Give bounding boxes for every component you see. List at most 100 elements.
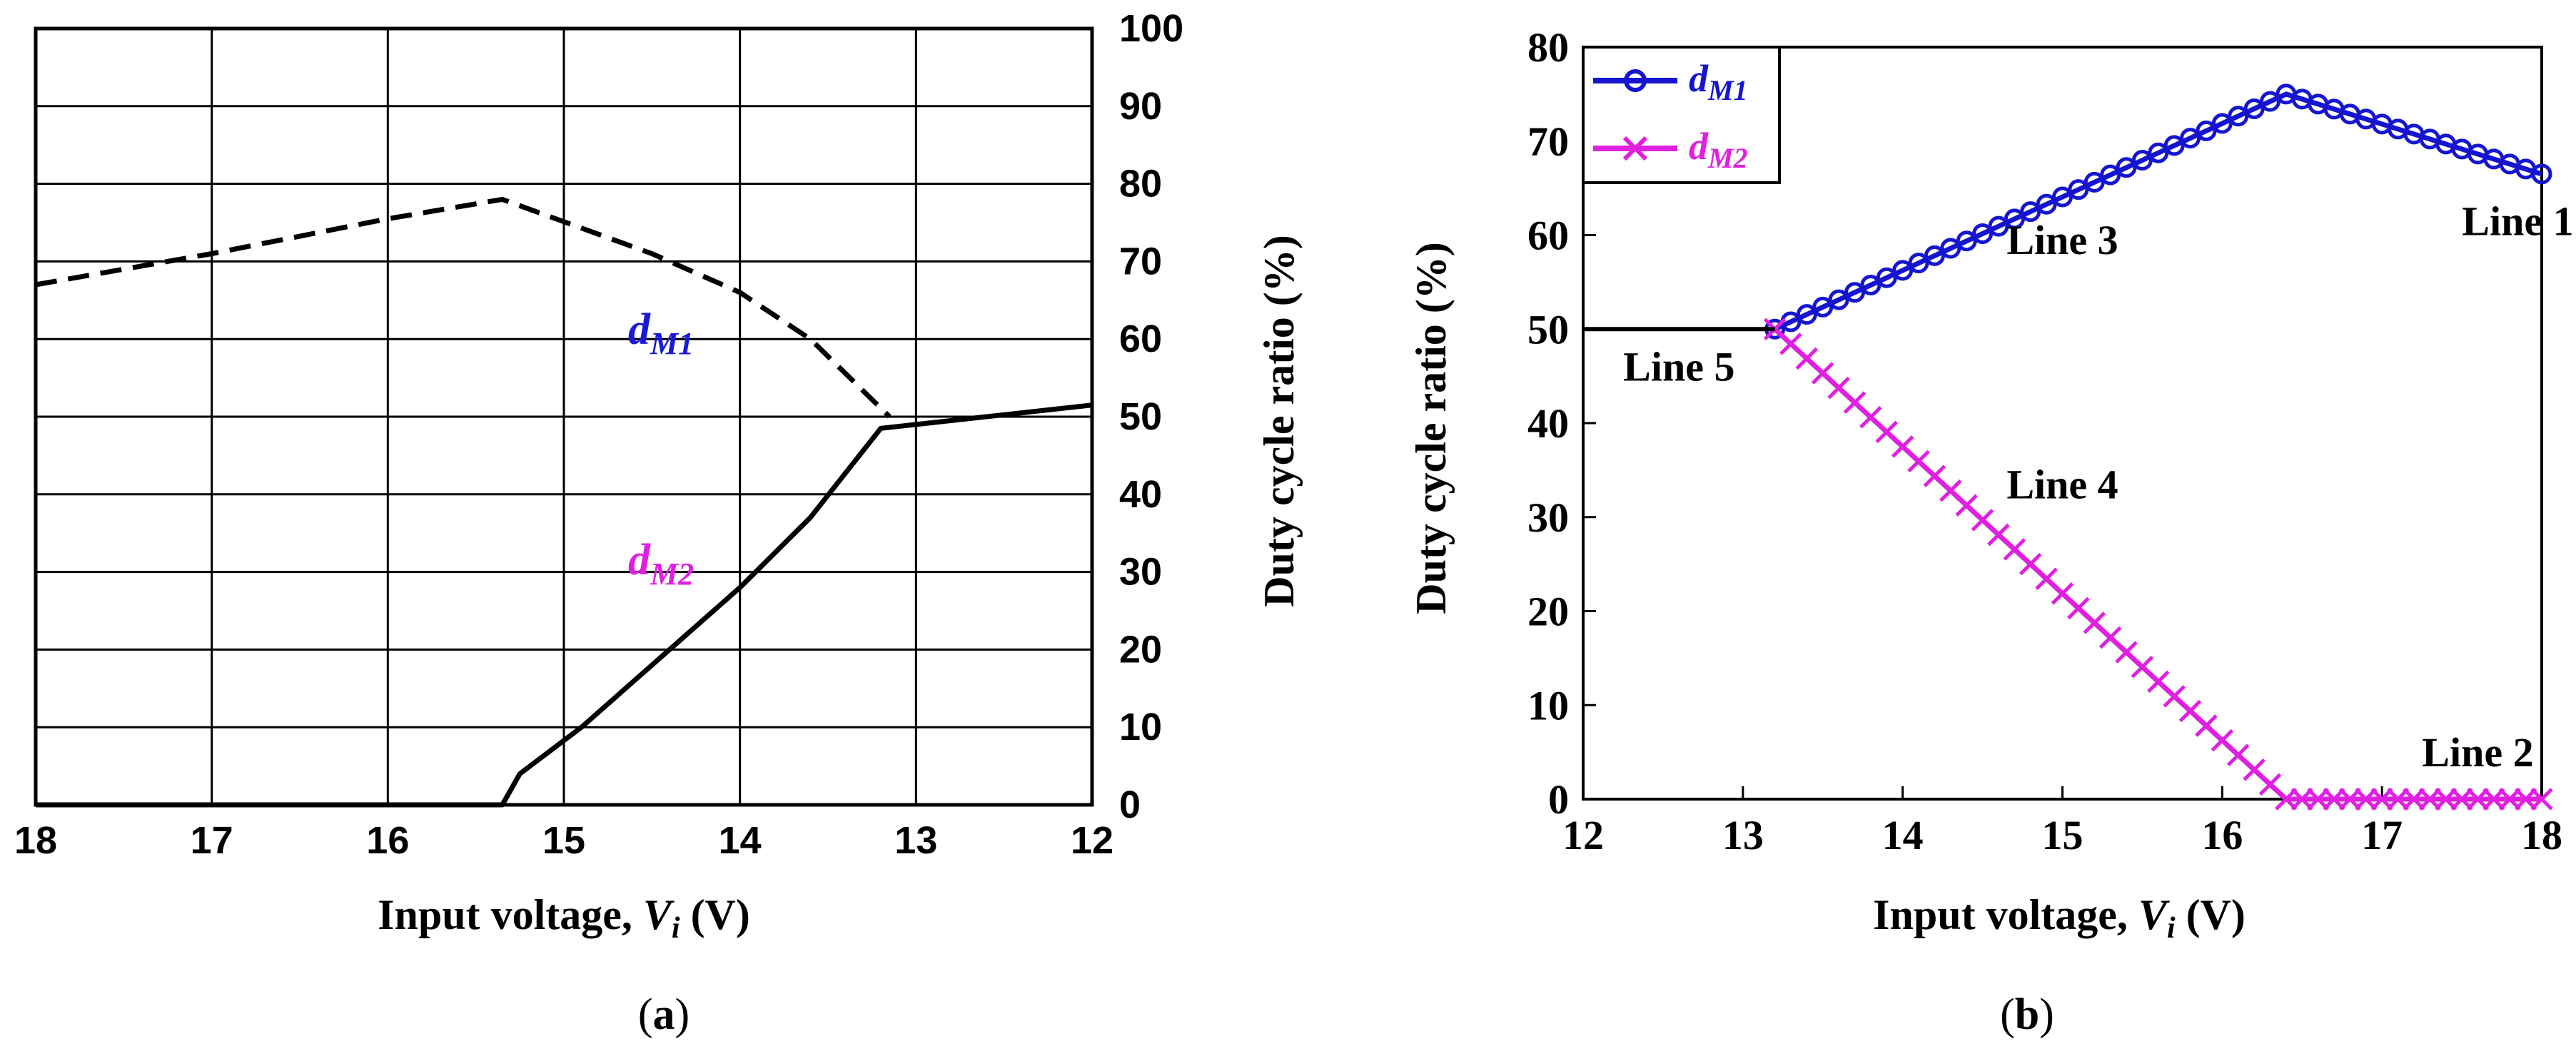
legend: dM1 dM2 xyxy=(1582,46,1781,184)
panel-a-caption: (a) xyxy=(638,990,690,1039)
series-lines xyxy=(1583,83,2553,811)
line-annotations: Line 1 Line 2 Line 3 Line 4 Line 5 xyxy=(1623,198,2573,776)
y-tick-label: 10 xyxy=(1119,706,1162,748)
x-tick-label: 17 xyxy=(2361,812,2403,858)
x-tick-labels: 12 13 14 15 16 17 18 xyxy=(1562,786,2562,858)
data-point-circle xyxy=(1844,282,1866,303)
data-point-circle xyxy=(1908,253,1929,274)
y-tick-label: 80 xyxy=(1119,163,1162,205)
data-point-circle xyxy=(2083,171,2105,193)
y-tick-label: 70 xyxy=(1119,240,1162,283)
data-point-x xyxy=(2370,788,2393,811)
series-label-dm1: dM1 xyxy=(628,305,694,361)
data-point-circle xyxy=(1876,267,1897,288)
y-tick-label: 90 xyxy=(1119,85,1162,128)
data-point-circle xyxy=(2100,164,2121,186)
data-point-circle xyxy=(1828,289,1849,310)
data-point-x xyxy=(2418,788,2442,811)
data-point-circle xyxy=(2148,142,2169,163)
y-tick-label: 60 xyxy=(1527,213,1569,259)
data-point-circle xyxy=(1988,215,2009,237)
legend-marker-circle xyxy=(1624,69,1647,92)
data-point-circle xyxy=(1892,260,1914,281)
data-point-circle xyxy=(1940,238,1961,259)
y-tick-label: 0 xyxy=(1548,776,1569,823)
y-tick-label: 40 xyxy=(1527,400,1569,447)
data-point-circle xyxy=(2531,163,2552,185)
x-tick-label: 18 xyxy=(14,819,57,862)
legend-marker-x xyxy=(1622,136,1648,161)
series-lines xyxy=(35,196,1093,808)
data-point-circle xyxy=(2004,208,2025,230)
y-tick-label: 50 xyxy=(1527,306,1569,352)
data-point-circle xyxy=(2228,106,2249,127)
x-tick-label: 18 xyxy=(2521,812,2562,858)
data-point-circle xyxy=(1924,245,1945,266)
y-tick-label: 30 xyxy=(1119,551,1162,594)
y-tick-label: 0 xyxy=(1119,783,1141,826)
data-point-circle xyxy=(2211,113,2233,134)
y-tick-labels: 0 10 20 30 40 50 60 70 80 90 100 xyxy=(1119,7,1183,826)
grid-lines xyxy=(34,27,1093,806)
data-point-circle xyxy=(2163,135,2185,156)
y-tick-label: 100 xyxy=(1119,7,1183,50)
annotation-line-1: Line 1 xyxy=(2462,198,2573,245)
annotation-line-4: Line 4 xyxy=(2006,461,2118,507)
data-point-x xyxy=(2403,788,2425,811)
data-point-x xyxy=(2450,788,2473,811)
data-point-circle xyxy=(2068,179,2089,200)
x-tick-label: 15 xyxy=(2042,812,2083,858)
panel-a-chart: 18 17 16 15 14 13 12 0 10 20 30 40 50 60 70 80 90 100 dM… xyxy=(14,7,1303,1039)
data-point-circle xyxy=(1972,223,1994,244)
y-tick-label: 20 xyxy=(1527,589,1569,635)
data-point-x xyxy=(2323,788,2345,811)
x-tick-label: 16 xyxy=(2201,812,2243,858)
y-tick-label: 80 xyxy=(1527,24,1569,71)
x-tick-label: 17 xyxy=(191,819,233,862)
data-point-x xyxy=(2386,788,2410,811)
data-point-circle xyxy=(1812,296,1834,318)
data-point-circle xyxy=(2052,186,2073,208)
data-point-circle xyxy=(2180,128,2201,149)
series-line-dm1 xyxy=(1774,91,2543,332)
x-tick-labels: 18 17 16 15 14 13 12 xyxy=(14,819,1113,862)
data-point-x xyxy=(2530,788,2553,811)
x-tick-label: 12 xyxy=(1071,819,1113,862)
y-tick-labels: 0 10 20 30 40 50 60 70 80 xyxy=(1527,24,1596,823)
x-tick-label: 14 xyxy=(1882,812,1924,858)
annotation-line-3: Line 3 xyxy=(2006,217,2118,263)
x-tick-label: 13 xyxy=(894,819,937,862)
data-point-x xyxy=(2355,788,2378,811)
x-tick-label: 16 xyxy=(366,819,409,862)
data-point-x xyxy=(2306,788,2330,811)
series-line-dm2 xyxy=(36,402,1093,808)
data-point-x xyxy=(2514,788,2537,811)
data-point-circle xyxy=(2259,91,2280,112)
legend-label-dm2: dM2 xyxy=(1689,125,1748,174)
y-tick-label: 50 xyxy=(1119,395,1162,438)
series-line-dm1 xyxy=(35,196,892,419)
x-tick-label: 12 xyxy=(1562,812,1604,858)
data-point-x xyxy=(2275,788,2298,811)
data-point-circle xyxy=(1796,304,1817,325)
y-tick-label: 70 xyxy=(1527,118,1569,165)
legend-label-dm1: dM1 xyxy=(1689,57,1748,106)
y-tick-label: 10 xyxy=(1527,682,1569,728)
data-point-x xyxy=(2466,788,2490,811)
x-tick-label: 14 xyxy=(719,819,762,862)
data-point-x xyxy=(2482,788,2505,811)
data-point-circle xyxy=(1956,230,1977,252)
data-point-circle xyxy=(2036,193,2057,215)
y-tick-label: 40 xyxy=(1119,473,1162,516)
data-point-circle xyxy=(2243,98,2265,119)
data-point-circle xyxy=(2196,120,2217,141)
y-axis-label: Duty cycle ratio (%) xyxy=(1256,235,1303,606)
legend-box xyxy=(1582,46,1781,184)
data-point-circle xyxy=(2020,201,2041,223)
y-tick-label: 20 xyxy=(1119,628,1162,671)
x-axis-label: Input voltage, Vi (V) xyxy=(378,891,750,945)
data-point-circle xyxy=(2116,157,2137,178)
data-point-x xyxy=(2434,788,2458,811)
